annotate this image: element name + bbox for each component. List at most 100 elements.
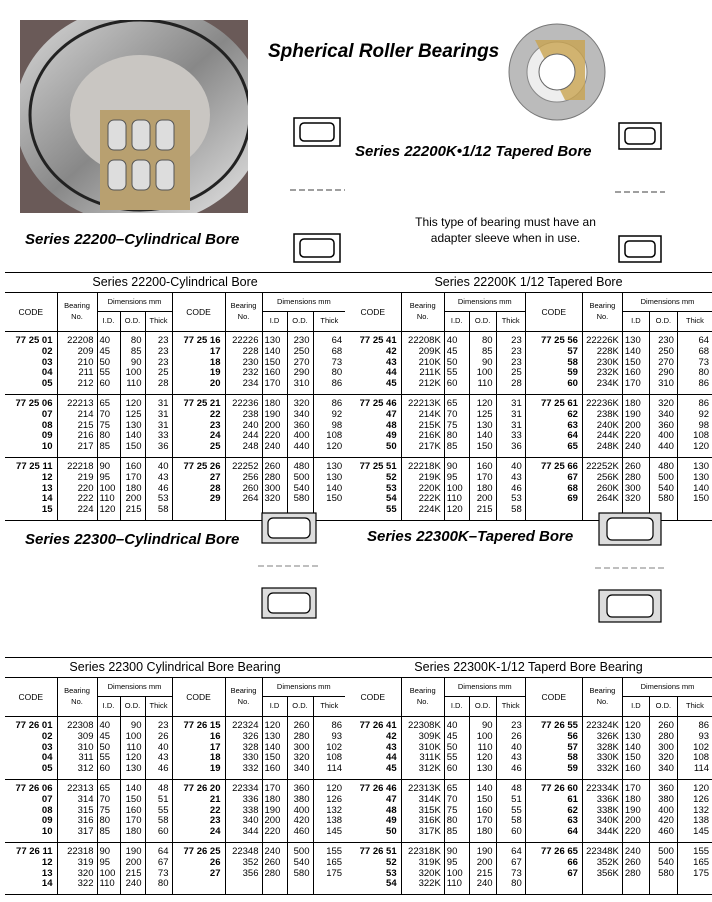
cell-id: 170 — [262, 779, 288, 795]
cell-thick: 43 — [145, 753, 173, 765]
table-row: 09 216 80 140 33 24 244 220 400 108 — [5, 431, 345, 443]
table-row: 42 209K 45 85 23 57 228K 140 250 68 — [345, 346, 712, 358]
cell-code: 45 — [345, 763, 402, 780]
bearing-photo-large — [20, 20, 248, 213]
cell-od: 400 — [649, 805, 678, 817]
cell-thick: 73 — [698, 356, 710, 368]
cell-code: 77 25 66 — [525, 457, 583, 473]
cell-id: 40 — [97, 331, 121, 347]
cell-code — [172, 505, 226, 521]
cell-thick: 33 — [145, 431, 173, 443]
cell-thick: 40 — [145, 457, 173, 473]
cell-od: 200 — [469, 857, 497, 869]
cell-id: 200 — [262, 816, 288, 828]
cell-thick: 48 — [145, 779, 173, 795]
table-row: 42 309K 45 100 26 56 326K 130 280 93 — [345, 731, 712, 743]
column-header-code: CODE — [525, 292, 583, 332]
cell-thick: 25 — [145, 368, 173, 380]
cell-od: 420 — [649, 816, 678, 828]
cell-code: 59 — [525, 368, 583, 380]
cell-code: 20 — [172, 378, 226, 395]
cell-code — [525, 890, 583, 896]
cell-thick: 140 — [693, 482, 710, 494]
cell-bearing-no: 22218 — [57, 457, 98, 473]
cell-thick: 48 — [496, 779, 526, 795]
cell-bearing-no: 326 — [225, 731, 263, 743]
cell-thick: 46 — [496, 483, 526, 495]
cell-thick: 40 — [145, 742, 173, 754]
cell-od: 500 — [287, 842, 314, 858]
cell-thick: 120 — [693, 782, 710, 794]
cell-id: 70 — [444, 409, 470, 421]
cell-id: 85 — [444, 826, 470, 843]
cell-bearing-no: 228 — [225, 346, 263, 358]
cell-code: 77 26 11 — [5, 842, 58, 858]
cell-code: 08 — [5, 420, 58, 432]
column-header-thick: Thick — [677, 311, 712, 332]
column-header-code: CODE — [5, 677, 58, 717]
cell-code: 77 26 41 — [345, 716, 402, 732]
cell-od: 340 — [649, 409, 678, 421]
cell-bearing-no: 230 — [225, 357, 263, 369]
cell-code: 50 — [345, 826, 402, 843]
cell-code: 43 — [345, 357, 402, 369]
cell-od: 540 — [649, 483, 678, 495]
column-header-od: O.D. — [649, 311, 678, 332]
cell-od: 200 — [120, 494, 146, 506]
cell-bearing-no: 256 — [225, 472, 263, 484]
cell-code: 77 25 26 — [172, 457, 226, 473]
cell-id: 120 — [622, 716, 650, 732]
cell-code: 77 25 61 — [525, 394, 583, 410]
cell-bearing-no: 219 — [57, 472, 98, 484]
cell-od: 230 — [649, 331, 678, 347]
cell-code: 77 26 60 — [525, 779, 583, 795]
cell-od: 125 — [469, 409, 497, 421]
table-row: 08 315 75 160 55 22 338 190 400 132 — [5, 805, 345, 817]
cell-code: 09 — [5, 816, 58, 828]
cell-thick: 86 — [698, 397, 710, 409]
table-row: 77 25 06 22213 65 120 31 77 25 21 22236 180 320 8… — [5, 394, 345, 410]
cell-od: 300 — [649, 742, 678, 754]
table-row: 14 322 110 240 80 — [5, 879, 345, 891]
cell-bearing-no: 338K — [582, 805, 623, 817]
cell-bearing-no: 212 — [57, 378, 98, 395]
cell-od: 340 — [287, 763, 314, 780]
column-header-od: O.D. — [287, 696, 314, 717]
cell-bearing-no: 311 — [57, 753, 98, 765]
cell-code: 27 — [172, 868, 226, 880]
spec-table: Series 22200K 1/12 Tapered Bore CODE Beari… — [345, 272, 712, 521]
cell-od: 500 — [649, 842, 678, 858]
column-header-bearing-no: Bearing No. — [57, 677, 98, 717]
cell-thick: 31 — [145, 409, 173, 421]
cell-bearing-no: 210K — [401, 357, 445, 369]
cell-id: 120 — [262, 716, 288, 732]
cell-id: 140 — [262, 346, 288, 358]
cell-thick: 23 — [496, 346, 526, 358]
cell-code: 13 — [5, 483, 58, 495]
cell-id: 220 — [622, 431, 650, 443]
cell-bearing-no: 320K — [401, 868, 445, 880]
cell-od: 260 — [287, 716, 314, 732]
table-row: 49 216K 80 140 33 64 244K 220 400 108 — [345, 431, 712, 443]
cell-bearing-no: 319 — [57, 857, 98, 869]
table-row: 50 317K 85 180 60 64 344K 220 460 145 — [345, 826, 712, 843]
cell-code: 57 — [525, 742, 583, 754]
cell-od: 170 — [469, 472, 497, 484]
cell-bearing-no: 212K — [401, 378, 445, 395]
column-header-id: I.D. — [444, 311, 470, 332]
cell-code: 03 — [5, 357, 58, 369]
cell-bearing-no: 222K — [401, 494, 445, 506]
cell-thick: 58 — [145, 816, 173, 828]
cell-id: 140 — [262, 742, 288, 754]
cell-code: 42 — [345, 346, 402, 358]
cell-od — [469, 890, 497, 896]
cell-id: 55 — [444, 368, 470, 380]
cell-id: 80 — [444, 816, 470, 828]
column-header-dimensions: Dimensions mm — [262, 292, 346, 312]
cell-id: 90 — [444, 842, 470, 858]
table-row: 14 222 110 200 53 29 264 320 580 150 — [5, 494, 345, 506]
table-row: 44 211K 55 100 25 59 232K 160 290 80 — [345, 368, 712, 380]
cell-id: 45 — [444, 731, 470, 743]
cell-od: 260 — [649, 716, 678, 732]
cell-id: 150 — [262, 357, 288, 369]
